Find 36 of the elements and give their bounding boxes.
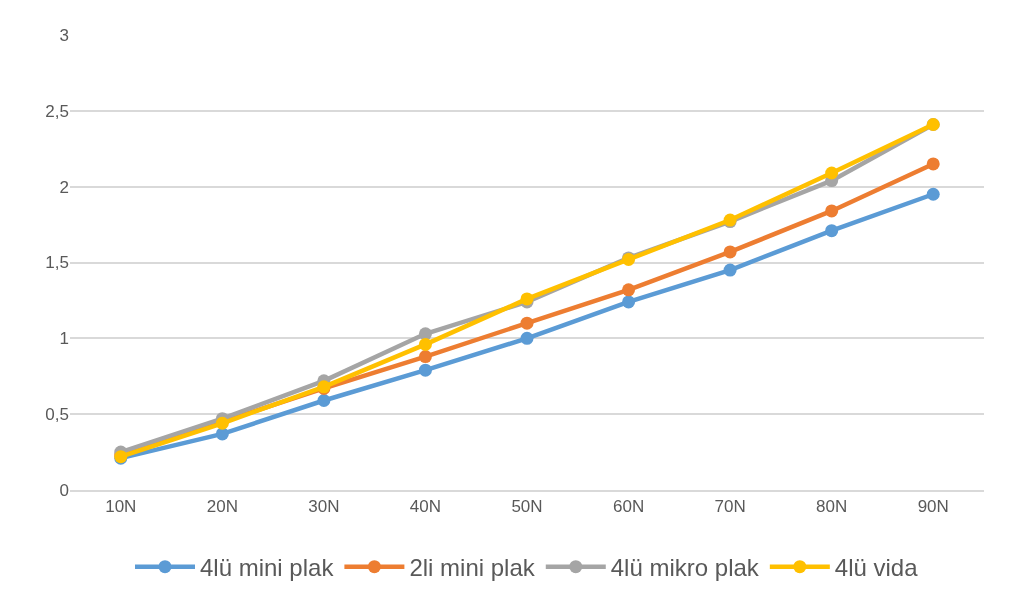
y-tick-label: 2,5 <box>45 101 69 121</box>
x-tick-label: 40N <box>409 497 442 517</box>
y-tick-label: 0,5 <box>45 405 69 425</box>
point <box>520 331 534 345</box>
y-tick-label: 3 <box>59 25 69 45</box>
x-tick-label: 90N <box>917 497 949 517</box>
point <box>418 327 432 341</box>
x-tick-label: 30N <box>308 497 340 517</box>
point <box>418 350 432 364</box>
point <box>926 157 940 171</box>
point <box>622 283 636 297</box>
legend-label: 4lü mikro plak <box>610 554 760 582</box>
point <box>520 316 534 330</box>
point <box>825 224 839 238</box>
x-tick-label: 80N <box>816 497 848 517</box>
point <box>825 166 839 180</box>
point <box>317 394 331 408</box>
y-tick-label: 1,5 <box>45 253 69 273</box>
y-tick-label: 1 <box>59 329 69 349</box>
point <box>926 187 940 201</box>
y-tick-label: 2 <box>59 177 69 197</box>
y-tick-label: 0 <box>59 480 69 500</box>
point <box>622 295 636 309</box>
x-tick-label: 20N <box>206 497 238 517</box>
legend-label: 4lü vida <box>834 554 919 582</box>
x-tick-label: 60N <box>612 497 645 517</box>
point <box>825 204 839 218</box>
point <box>418 337 432 351</box>
legend-label: 4lü mini plak <box>200 554 335 582</box>
x-tick-label: 10N <box>105 497 137 517</box>
x-tick-label: 50N <box>511 497 543 517</box>
point <box>418 363 432 377</box>
legend-label: 2li mini plak <box>409 554 536 582</box>
point <box>723 263 737 277</box>
x-tick-label: 70N <box>714 497 746 517</box>
point <box>723 245 737 259</box>
